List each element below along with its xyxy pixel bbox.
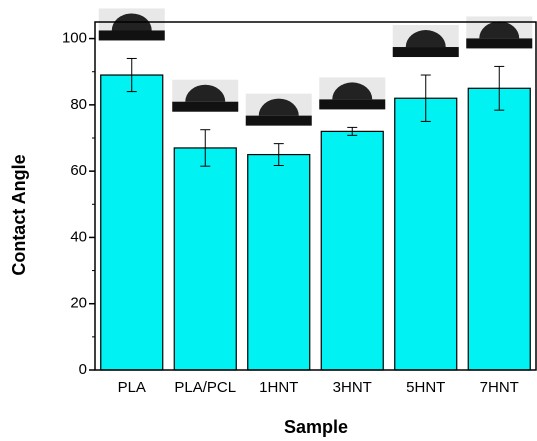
droplet-base <box>319 99 385 109</box>
bar <box>174 148 236 370</box>
droplet-image <box>172 80 238 112</box>
y-tick-label: 80 <box>70 96 87 113</box>
droplet-base <box>466 38 532 48</box>
droplet-base <box>393 47 459 57</box>
x-tick-label: PLA <box>118 379 146 396</box>
y-tick-label: 40 <box>70 228 87 245</box>
droplet-base <box>246 116 312 126</box>
droplet-image <box>466 16 532 48</box>
droplet-base <box>99 30 165 40</box>
x-tick-label: 1HNT <box>259 379 298 396</box>
bar <box>101 75 163 370</box>
droplet-base <box>172 102 238 112</box>
bar <box>321 131 383 370</box>
x-tick-label: PLA/PCL <box>174 379 236 396</box>
chart: Contact Angle Sample 0 20 40 60 80 100 PLA PLA/… <box>0 0 537 441</box>
x-tick-label: 5HNT <box>406 379 445 396</box>
droplet-image <box>319 77 385 109</box>
x-tick-label: 7HNT <box>480 379 519 396</box>
y-tick-label: 0 <box>79 361 87 378</box>
y-tick-label: 100 <box>62 30 87 47</box>
bar <box>248 155 310 370</box>
y-tick-label: 20 <box>70 295 87 312</box>
y-axis-title: Contact Angle <box>9 154 29 275</box>
x-tick-label: 3HNT <box>333 379 372 396</box>
bar <box>395 98 457 370</box>
bar <box>468 88 530 370</box>
droplet-image <box>99 8 165 40</box>
y-tick-label: 60 <box>70 162 87 179</box>
droplet-image <box>393 25 459 57</box>
x-axis-title: Sample <box>284 417 348 437</box>
droplet-image <box>246 94 312 126</box>
